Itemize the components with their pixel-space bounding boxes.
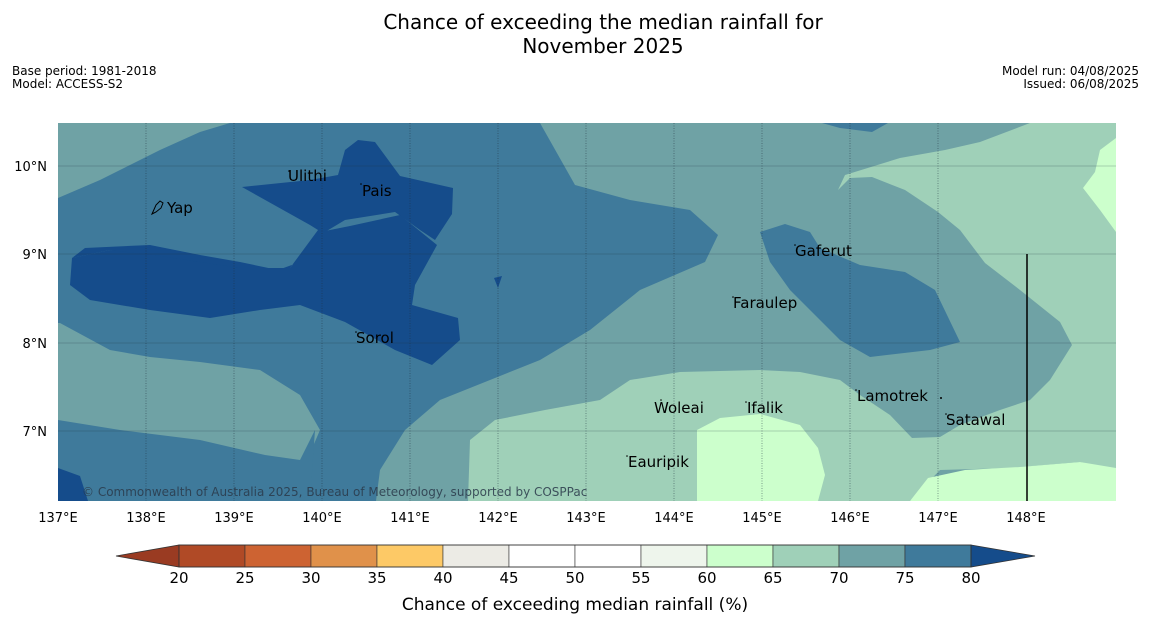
colorbar-tick-label: 70: [829, 569, 848, 587]
issued-date: Issued: 06/08/2025: [1023, 77, 1139, 91]
lat-tick: 7°N: [23, 425, 48, 440]
colorbar-swatch: [574, 544, 642, 568]
lon-tick: 145°E: [742, 511, 782, 526]
lat-tick-labels: 10°N 9°N 8°N 7°N: [14, 160, 47, 440]
place-label-gaferut: Gaferut: [795, 242, 852, 260]
colorbar-tick-label: 35: [367, 569, 386, 587]
model-name: Model: ACCESS-S2: [12, 77, 124, 91]
colorbar-swatch: [508, 544, 576, 568]
colorbar-label: Chance of exceeding median rainfall (%): [402, 595, 748, 615]
lon-tick: 137°E: [38, 511, 78, 526]
map-field: Yap Ulithi Pais Gaferut Faraulep Sorol L…: [58, 123, 1116, 501]
zone-60-southeast: [910, 462, 1116, 501]
colorbar-tick-label: 55: [631, 569, 650, 587]
colorbar-tick-label: 45: [499, 569, 518, 587]
place-label-eauripik: Eauripik: [628, 453, 689, 471]
lat-tick: 9°N: [23, 248, 48, 263]
lon-tick-labels: 137°E 138°E 139°E 140°E 141°E 142°E 143°…: [38, 511, 1046, 526]
colorbar-tick-label: 80: [961, 569, 980, 587]
lat-tick: 8°N: [23, 337, 48, 352]
place-markers: [288, 170, 947, 457]
colorbar-tick-label: 30: [301, 569, 320, 587]
place-label-satawal: Satawal: [946, 411, 1005, 429]
lon-tick: 147°E: [918, 511, 958, 526]
meta-right: Model run: 04/08/2025 Issued: 06/08/2025: [1002, 65, 1139, 91]
base-period: Base period: 1981-2018: [12, 64, 157, 78]
place-label-faraulep: Faraulep: [733, 294, 797, 312]
meta-left: Base period: 1981-2018 Model: ACCESS-S2: [12, 65, 157, 91]
colorbar-tick-label: 65: [763, 569, 782, 587]
place-label-lamotrek: Lamotrek: [857, 387, 928, 405]
zone-65-south: [468, 123, 1116, 501]
lon-tick: 141°E: [390, 511, 430, 526]
place-label-ulithi: Ulithi: [288, 167, 327, 185]
colorbar-over-arrow: [970, 544, 1036, 568]
lon-tick: 146°E: [830, 511, 870, 526]
colorbar-swatch: [376, 544, 444, 568]
colorbar-swatch: [310, 544, 378, 568]
place-label-sorol: Sorol: [356, 329, 394, 347]
zone-60-northeast: [1083, 138, 1116, 232]
colorbar-frame: [178, 544, 972, 568]
colorbar-swatch: [904, 544, 972, 568]
colorbar-swatch: [640, 544, 708, 568]
zone-75-east: [760, 224, 960, 357]
zone-80-southwest: [58, 468, 88, 501]
colorbar-tick-label: 25: [235, 569, 254, 587]
colorbar-swatch: [706, 544, 774, 568]
colorbar-tick-label: 40: [433, 569, 452, 587]
lon-tick: 138°E: [126, 511, 166, 526]
lon-tick: 143°E: [566, 511, 606, 526]
zone-75-northeast: [822, 123, 888, 132]
title-line-1: Chance of exceeding the median rainfall …: [383, 10, 823, 34]
copyright-text: © Commonwealth of Australia 2025, Bureau…: [82, 485, 587, 499]
lon-tick: 148°E: [1006, 511, 1046, 526]
lon-tick: 140°E: [302, 511, 342, 526]
place-label-yap: Yap: [166, 199, 193, 217]
colorbar-under-arrow: [115, 544, 180, 568]
place-label-woleai: Woleai: [654, 399, 704, 417]
zone-80-west-core: [70, 215, 460, 365]
colorbar-swatch: [244, 544, 312, 568]
colorbar-tick-label: 50: [565, 569, 584, 587]
map-title: Chance of exceeding the median rainfall …: [0, 10, 1150, 58]
yap-island-shape: [150, 200, 164, 216]
colorbar-swatch: [178, 544, 246, 568]
lon-tick: 139°E: [214, 511, 254, 526]
lon-tick: 142°E: [478, 511, 518, 526]
colorbar-swatch: [838, 544, 906, 568]
lat-tick: 10°N: [14, 160, 47, 175]
colorbar-tick-label: 75: [895, 569, 914, 587]
colorbar-swatch: [442, 544, 510, 568]
colorbar-tick-label: 60: [697, 569, 716, 587]
place-label-ifalik: Ifalik: [747, 399, 783, 417]
lon-gridlines: [145, 123, 939, 501]
colorbar-swatch: [772, 544, 840, 568]
zone-75-southwest: [58, 420, 315, 501]
zone-80-dot: [494, 276, 502, 288]
title-line-2: November 2025: [522, 34, 684, 58]
zone-60-south: [697, 414, 825, 501]
lon-tick: 144°E: [654, 511, 694, 526]
zone-80-main: [72, 140, 453, 270]
model-run: Model run: 04/08/2025: [1001, 64, 1139, 78]
place-label-pais: Pais: [362, 182, 392, 200]
colorbar-tick-label: 20: [169, 569, 188, 587]
colorbar: 20 25 30 35 40 45 50 55 60 65 70 75 80 Chance of exc…: [115, 544, 1036, 615]
